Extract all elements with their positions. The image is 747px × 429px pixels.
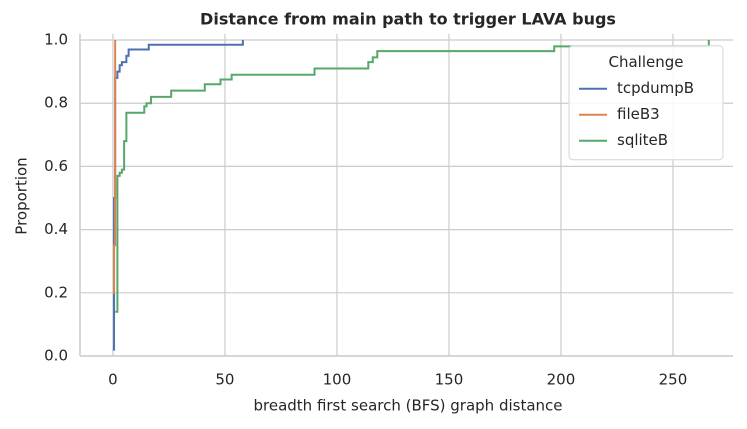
x-tick-label: 150 bbox=[435, 371, 464, 389]
y-axis-label: Proportion bbox=[13, 157, 31, 234]
y-tick-label: 0.0 bbox=[44, 347, 68, 365]
x-tick-label: 0 bbox=[108, 371, 118, 389]
y-tick-label: 0.8 bbox=[44, 94, 68, 112]
data-line bbox=[115, 40, 710, 313]
legend-label: sqliteB bbox=[617, 131, 668, 149]
x-axis-label: breadth first search (BFS) graph distanc… bbox=[253, 397, 562, 415]
legend-box bbox=[568, 45, 724, 161]
y-tick-label: 0.6 bbox=[44, 157, 68, 175]
legend-label: fileB3 bbox=[617, 105, 660, 123]
y-tick-label: 1.0 bbox=[44, 31, 68, 49]
data-line bbox=[112, 40, 244, 351]
x-tick-label: 200 bbox=[547, 371, 576, 389]
legend-title: Challenge bbox=[609, 53, 684, 71]
y-tick-label: 0.4 bbox=[44, 220, 68, 238]
data-line bbox=[112, 40, 117, 294]
legend-label: tcpdumpB bbox=[617, 79, 694, 97]
x-tick-label: 250 bbox=[659, 371, 688, 389]
y-tick-label: 0.2 bbox=[44, 283, 68, 301]
x-tick-label: 100 bbox=[323, 371, 352, 389]
x-tick-label: 50 bbox=[215, 371, 234, 389]
chart-title: Distance from main path to trigger LAVA … bbox=[200, 10, 616, 29]
